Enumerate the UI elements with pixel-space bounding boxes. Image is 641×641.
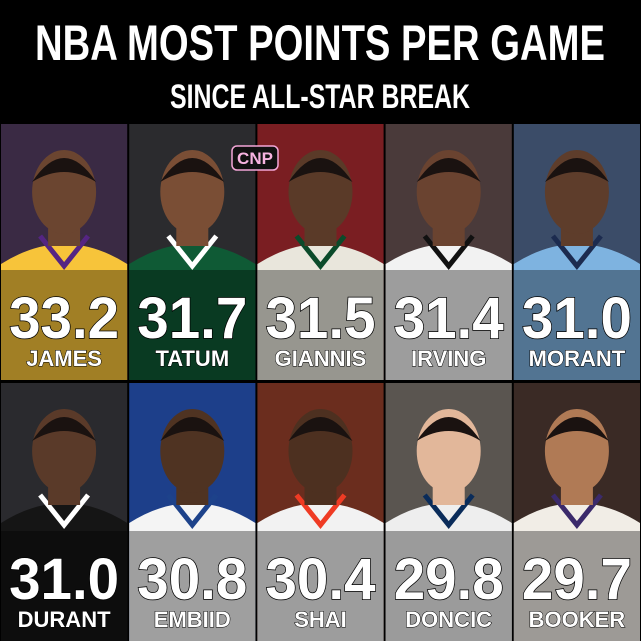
jersey <box>1 244 128 380</box>
player-name: EMBIID <box>154 607 231 632</box>
player-name: GIANNIS <box>275 346 367 371</box>
player-name: DURANT <box>18 607 111 632</box>
hair <box>544 158 609 182</box>
jersey <box>513 503 640 641</box>
hair <box>160 417 225 441</box>
jersey <box>385 503 512 641</box>
player-name: MORANT <box>529 346 626 371</box>
points-value: 31.7 <box>137 286 247 351</box>
subtitle: SINCE ALL-STAR BREAK <box>170 78 470 116</box>
shade <box>129 531 256 641</box>
hair <box>288 158 353 182</box>
jersey <box>257 244 384 380</box>
title: NBA MOST POINTS PER GAME <box>35 15 605 71</box>
hair <box>288 417 353 441</box>
shade <box>513 531 640 641</box>
jersey <box>129 244 256 380</box>
points-value: 31.0 <box>9 547 119 612</box>
points-value: 29.8 <box>394 547 504 612</box>
hair <box>416 158 481 182</box>
jersey <box>129 503 256 641</box>
player-name: IRVING <box>411 346 486 371</box>
tiles: 33.2JAMES31.7TATUM31.5GIANNIS31.4IRVING3… <box>1 124 640 641</box>
jersey <box>385 244 512 380</box>
shade <box>129 270 256 380</box>
player-name: JAMES <box>26 346 102 371</box>
hair <box>160 158 225 182</box>
player-name: BOOKER <box>529 607 626 632</box>
points-value: 30.4 <box>266 547 376 612</box>
shade <box>257 270 384 380</box>
hair <box>32 158 97 182</box>
shade <box>385 270 512 380</box>
points-value: 31.4 <box>394 286 504 351</box>
points-value: 33.2 <box>9 286 119 351</box>
hair <box>32 417 97 441</box>
points-value: 31.0 <box>522 286 632 351</box>
points-value: 30.8 <box>137 547 247 612</box>
hair <box>544 417 609 441</box>
hair <box>416 417 481 441</box>
shade <box>1 270 128 380</box>
player-name: SHAI <box>294 607 347 632</box>
shade <box>513 270 640 380</box>
player-name: TATUM <box>155 346 229 371</box>
points-value: 31.5 <box>266 286 376 351</box>
shade <box>385 531 512 641</box>
points-value: 29.7 <box>522 547 632 612</box>
player-name: DONCIC <box>405 607 492 632</box>
logo-box <box>231 145 279 171</box>
jersey <box>513 244 640 380</box>
jersey <box>257 503 384 641</box>
jersey <box>1 503 128 641</box>
shade <box>1 531 128 641</box>
logo-badge: CNP <box>231 145 279 171</box>
logo: CNP <box>237 149 273 168</box>
shade <box>257 531 384 641</box>
